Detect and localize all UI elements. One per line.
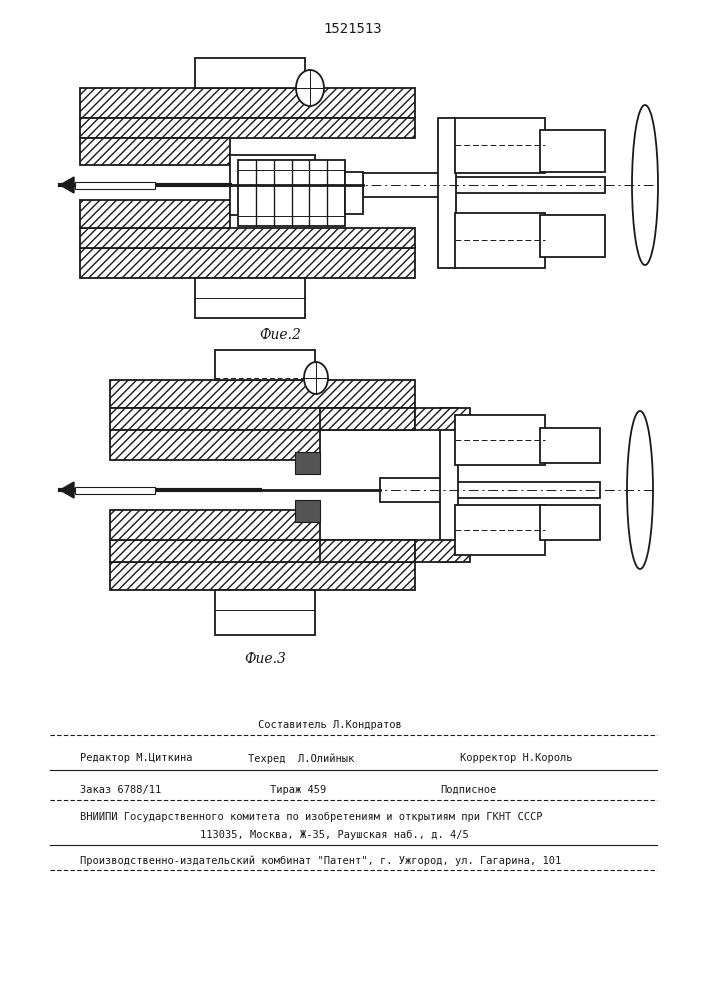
Text: Заказ 6788/11: Заказ 6788/11 bbox=[80, 785, 161, 795]
Bar bbox=[195, 278, 305, 318]
Bar bbox=[540, 505, 600, 540]
Bar bbox=[110, 540, 415, 562]
Text: 113035, Москва, Ж-35, Раушская наб., д. 4/5: 113035, Москва, Ж-35, Раушская наб., д. … bbox=[200, 830, 469, 840]
Text: Техред  Л.Олийнык: Техред Л.Олийнык bbox=[248, 753, 354, 764]
Bar bbox=[110, 408, 415, 430]
Bar bbox=[320, 408, 415, 430]
Bar bbox=[320, 540, 415, 562]
Text: ВНИИПИ Государственного комитета по изобретениям и открытиям при ГКНТ СССР: ВНИИПИ Государственного комитета по изоб… bbox=[80, 812, 542, 822]
Bar bbox=[363, 173, 441, 197]
Bar bbox=[75, 487, 155, 494]
Bar bbox=[345, 172, 363, 214]
Text: Редактор М.Циткина: Редактор М.Циткина bbox=[80, 753, 192, 763]
Bar bbox=[215, 350, 315, 380]
Bar bbox=[110, 380, 415, 408]
Bar bbox=[230, 155, 315, 215]
Bar bbox=[380, 478, 445, 502]
Text: Корректор Н.Король: Корректор Н.Король bbox=[460, 753, 573, 763]
Bar bbox=[455, 118, 545, 173]
Polygon shape bbox=[60, 177, 74, 193]
Bar bbox=[110, 510, 320, 540]
Bar bbox=[80, 248, 415, 278]
Bar bbox=[540, 428, 600, 463]
Bar bbox=[110, 430, 320, 460]
Bar bbox=[215, 590, 315, 635]
Bar bbox=[295, 452, 320, 474]
Bar bbox=[415, 540, 470, 562]
Bar bbox=[455, 482, 600, 498]
Bar bbox=[75, 182, 155, 189]
Bar bbox=[440, 408, 458, 562]
Bar bbox=[455, 213, 545, 268]
Text: Составитель Л.Кондратов: Составитель Л.Кондратов bbox=[258, 720, 402, 730]
Polygon shape bbox=[60, 482, 74, 498]
Bar bbox=[455, 415, 545, 465]
Bar bbox=[80, 200, 230, 228]
Bar bbox=[80, 228, 415, 248]
Text: Фие.2: Фие.2 bbox=[259, 328, 301, 342]
Ellipse shape bbox=[627, 411, 653, 569]
Bar bbox=[455, 177, 605, 193]
Ellipse shape bbox=[632, 105, 658, 265]
Bar bbox=[80, 138, 230, 165]
Bar bbox=[540, 130, 605, 172]
Bar bbox=[455, 505, 545, 555]
Bar bbox=[238, 160, 345, 226]
Bar bbox=[415, 408, 470, 430]
Bar bbox=[195, 58, 305, 88]
Ellipse shape bbox=[296, 70, 324, 106]
Text: Производственно-издательский комбинат "Патент", г. Ужгород, ул. Гагарина, 101: Производственно-издательский комбинат "П… bbox=[80, 856, 561, 866]
Ellipse shape bbox=[304, 362, 328, 394]
Bar bbox=[540, 215, 605, 257]
Text: Фие.3: Фие.3 bbox=[244, 652, 286, 666]
Bar bbox=[438, 118, 456, 268]
Text: Подписное: Подписное bbox=[440, 785, 496, 795]
Text: 1521513: 1521513 bbox=[324, 22, 382, 36]
Bar bbox=[80, 118, 415, 138]
Bar bbox=[80, 88, 415, 118]
Bar bbox=[295, 500, 320, 522]
Bar bbox=[110, 562, 415, 590]
Text: Тираж 459: Тираж 459 bbox=[270, 785, 326, 795]
